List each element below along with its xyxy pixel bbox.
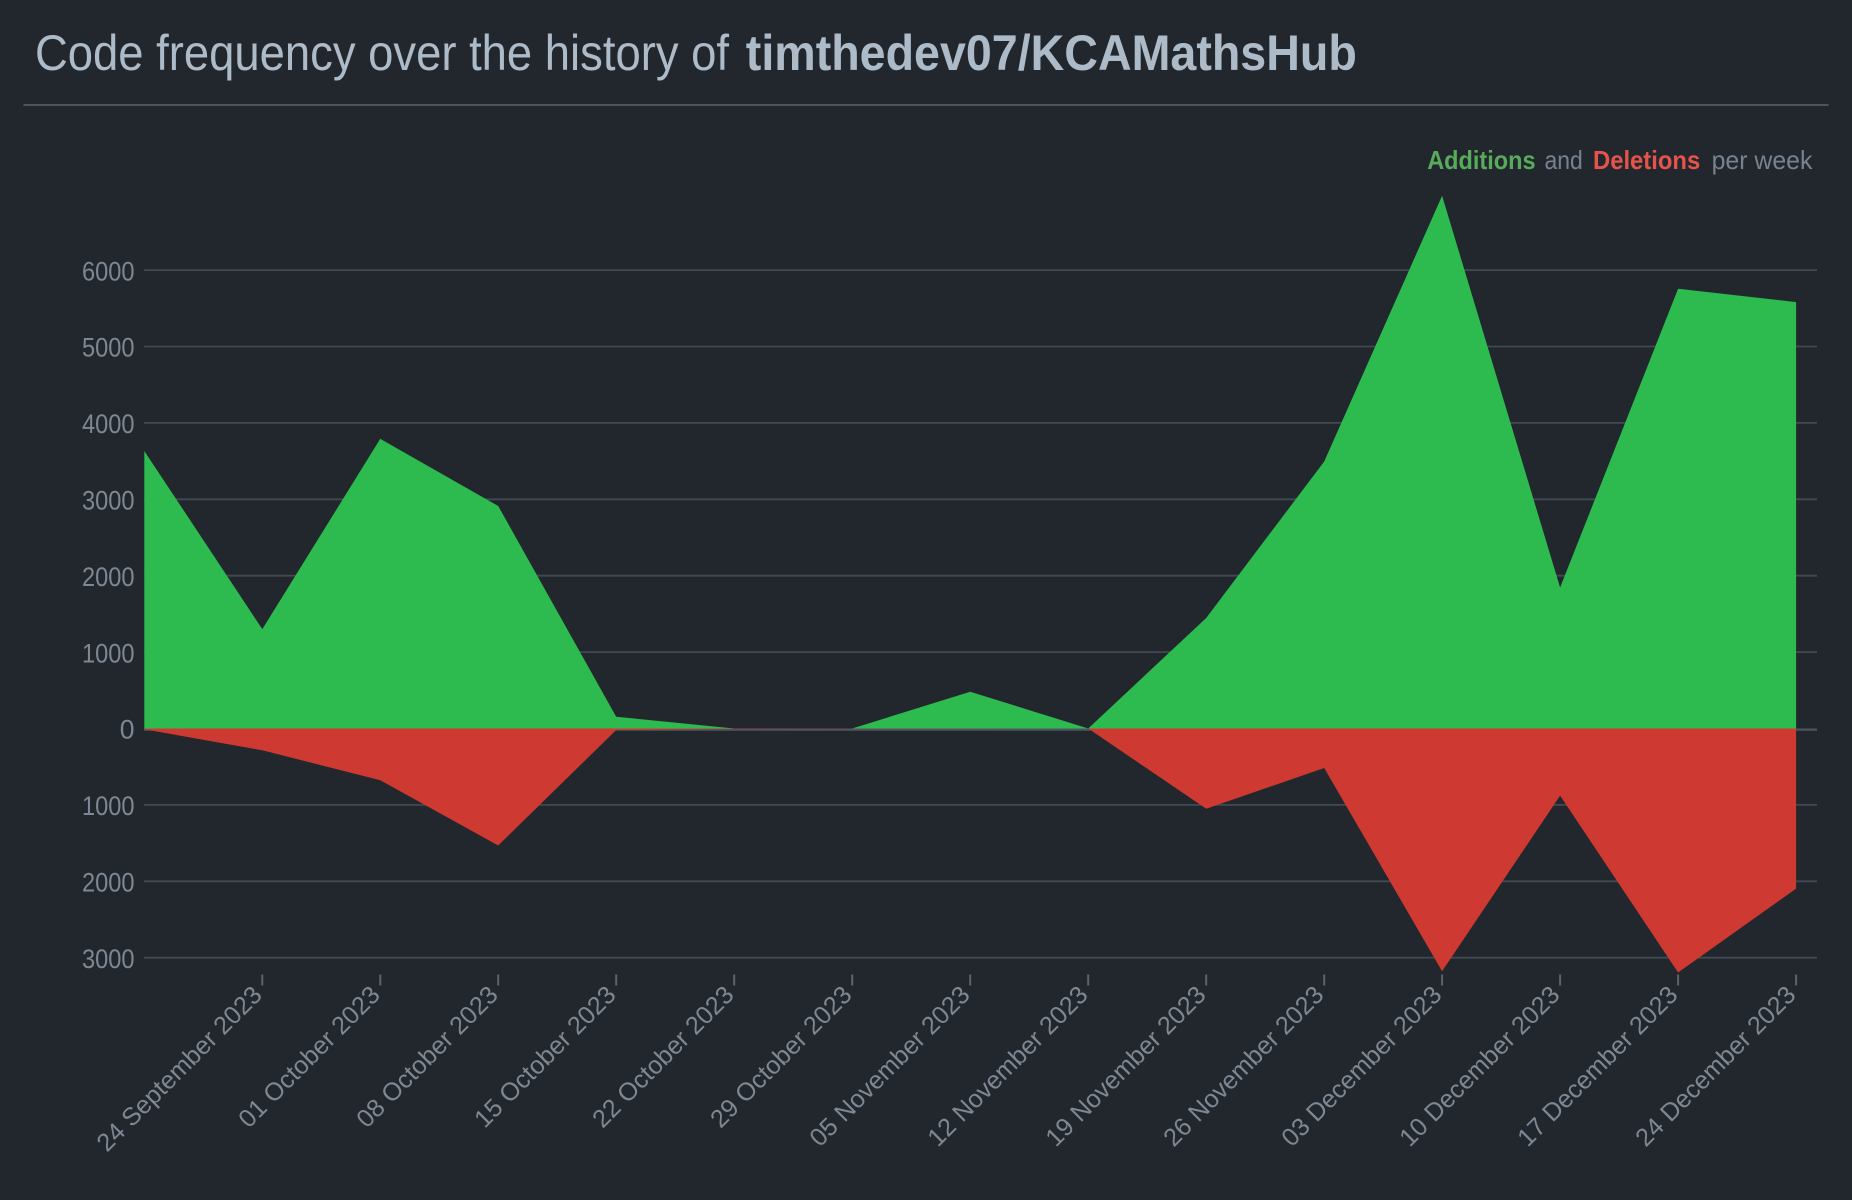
svg-text:Additions: Additions (1427, 145, 1535, 175)
svg-text:3000: 3000 (82, 486, 135, 516)
svg-text:0: 0 (120, 715, 135, 745)
svg-text:3000: 3000 (82, 944, 135, 974)
svg-text:timthedev07/KCAMathsHub: timthedev07/KCAMathsHub (746, 25, 1357, 81)
svg-text:1000: 1000 (82, 638, 135, 668)
svg-text:Deletions: Deletions (1593, 145, 1700, 175)
svg-text:and: and (1545, 145, 1583, 175)
svg-text:5000: 5000 (82, 333, 135, 363)
svg-text:2000: 2000 (82, 562, 135, 592)
svg-text:1000: 1000 (82, 791, 135, 821)
svg-text:2000: 2000 (82, 868, 135, 898)
svg-text:4000: 4000 (82, 409, 135, 439)
svg-text:Code frequency over the histor: Code frequency over the history of (35, 25, 729, 81)
svg-text:6000: 6000 (82, 256, 135, 286)
svg-text:per week: per week (1712, 145, 1814, 175)
